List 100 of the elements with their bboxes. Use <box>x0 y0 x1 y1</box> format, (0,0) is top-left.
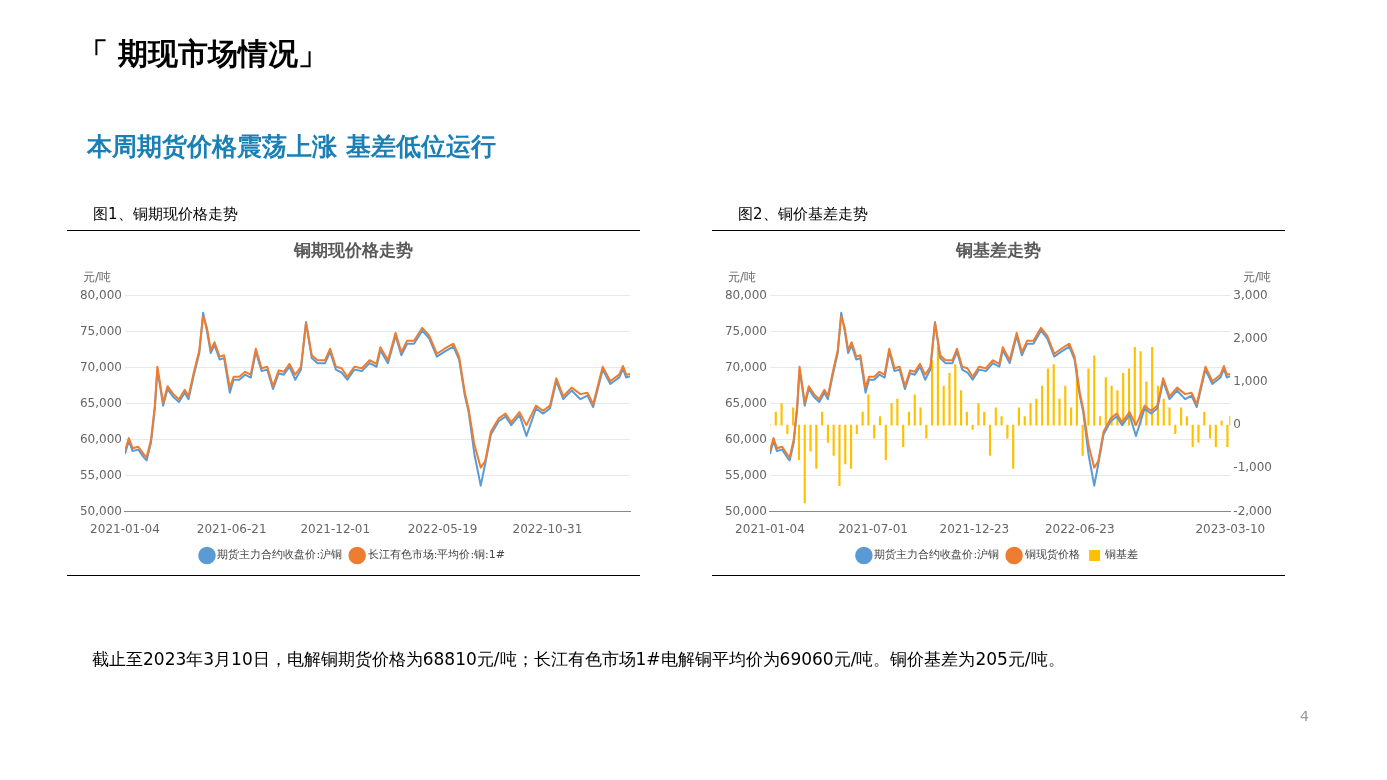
bar <box>1012 424 1015 469</box>
bar <box>849 424 853 469</box>
y-tick-label: 50,000 <box>79 503 122 518</box>
bar <box>878 416 882 426</box>
bar <box>1162 398 1165 426</box>
bar <box>867 394 870 426</box>
y2-axis-title: 元/吨 <box>1242 269 1271 284</box>
bar <box>797 424 801 461</box>
bar <box>1104 377 1107 426</box>
bar <box>803 424 806 504</box>
legend-label: 铜现货价格 <box>1023 548 1080 562</box>
bar <box>942 385 945 426</box>
text: 4 <box>1300 708 1309 724</box>
legend-label: 铜基差 <box>1104 548 1139 562</box>
y2-tick-label: 2,000 <box>1233 330 1268 345</box>
bar <box>1229 416 1231 426</box>
text: 截止至2023年3月10日，电解铜期货价格为68810元/吨；长江有色市场1#电解铜平均价为69060元/吨。铜价基差为205元/吨。 <box>92 648 1065 671</box>
y-tick-label: 50,000 <box>724 503 767 518</box>
bar <box>948 372 951 426</box>
text: 「 期现市场情况」 <box>78 35 329 73</box>
bar <box>1093 355 1096 426</box>
bar <box>1087 368 1090 426</box>
y2-tick-label: -1,000 <box>1233 460 1272 475</box>
bar <box>1098 416 1102 426</box>
caption: 图2、铜价基差走势 <box>712 205 1285 231</box>
bar <box>971 424 974 430</box>
y-tick-label: 60,000 <box>724 431 767 446</box>
bar <box>1017 407 1021 426</box>
bar <box>1203 411 1206 426</box>
caption: 图1、铜期现价格走势 <box>67 205 640 231</box>
bar <box>890 403 893 426</box>
x-tick-label: 2023-03-10 <box>1195 521 1266 536</box>
y-tick-label: 70,000 <box>79 359 122 374</box>
y-tick-label: 65,000 <box>79 395 122 410</box>
bar <box>809 424 812 452</box>
legend-label: 期货主力合约收盘价:沪铜 <box>874 548 1000 562</box>
bar <box>873 424 876 439</box>
y-axis-title: 元/吨 <box>728 269 757 284</box>
bar <box>1081 424 1084 456</box>
bar <box>821 411 824 426</box>
bar <box>919 407 922 426</box>
bar <box>1058 398 1061 426</box>
bar <box>774 411 777 426</box>
bar <box>815 424 818 469</box>
y-tick-label: 80,000 <box>724 287 767 302</box>
bar <box>1208 424 1212 439</box>
y-tick-label: 60,000 <box>79 431 122 446</box>
x-tick-label: 2022-06-23 <box>1044 521 1115 536</box>
bar <box>1185 416 1188 426</box>
x-tick-label: 2021-06-21 <box>196 521 267 536</box>
x-tick-label: 2021-01-04 <box>90 521 160 536</box>
bar <box>1023 416 1026 426</box>
bar <box>780 403 783 426</box>
y-axis-title: 元/吨 <box>83 269 112 284</box>
bar <box>884 424 887 461</box>
y-tick-label: 65,000 <box>724 395 767 410</box>
bar <box>965 411 968 426</box>
x-tick-label: 2021-01-04 <box>735 521 805 536</box>
y-tick-label: 75,000 <box>724 323 767 338</box>
bar <box>826 424 829 443</box>
bar <box>994 407 997 426</box>
bar <box>977 403 980 426</box>
y-tick-label: 70,000 <box>724 359 767 374</box>
x-tick-label: 2021-12-01 <box>300 521 371 536</box>
bar <box>983 411 986 426</box>
bar <box>902 424 905 448</box>
bar <box>907 411 911 426</box>
bar <box>1046 368 1049 426</box>
bar <box>792 407 795 426</box>
x-tick-label: 2022-05-19 <box>407 521 478 536</box>
bar <box>1029 403 1032 426</box>
text: 本周期货价格震荡上涨 基差低位运行 <box>87 131 496 163</box>
bar <box>1197 424 1200 443</box>
x-tick-label: 2021-12-23 <box>939 521 1010 536</box>
bar <box>832 424 835 456</box>
legend-label: 长江有色市场:平均价:铜:1# <box>367 548 506 562</box>
y2-tick-label: 1,000 <box>1233 374 1268 389</box>
bar <box>1220 420 1223 426</box>
bar <box>1226 424 1229 448</box>
y2-tick-label: 3,000 <box>1233 287 1268 302</box>
legend-label: 期货主力合约收盘价:沪铜 <box>217 548 343 562</box>
bar <box>1006 424 1009 439</box>
bar <box>838 424 841 486</box>
bar <box>954 364 957 426</box>
bar <box>1174 424 1177 435</box>
chart-title: 铜基差走势 <box>955 239 1041 260</box>
bar <box>913 394 916 426</box>
bar <box>1180 407 1183 426</box>
bar <box>861 411 864 426</box>
y2-tick-label: 0 <box>1233 417 1241 432</box>
y-tick-label: 55,000 <box>79 467 122 482</box>
bar <box>855 424 858 435</box>
bar <box>1064 385 1067 426</box>
bar <box>844 424 847 465</box>
bar <box>896 398 899 426</box>
bar <box>1000 416 1003 426</box>
y-tick-label: 80,000 <box>79 287 122 302</box>
x-tick-label: 2021-07-01 <box>838 521 908 536</box>
chart-title: 铜期现价格走势 <box>293 239 413 260</box>
x-tick-label: 2022-10-31 <box>512 521 583 536</box>
